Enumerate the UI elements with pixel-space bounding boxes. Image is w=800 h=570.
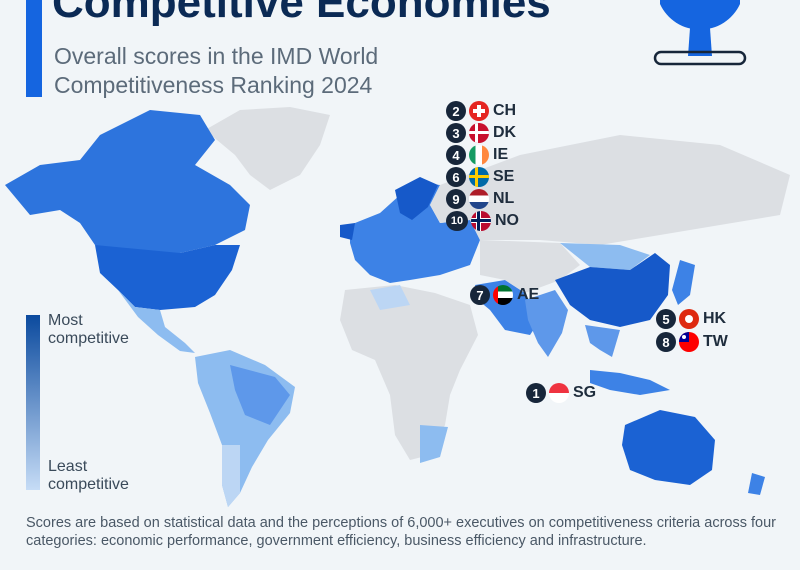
rank-badge: 3 <box>446 123 466 143</box>
country-code: AE <box>517 286 540 303</box>
brazil-region <box>230 365 290 425</box>
country-code: HK <box>703 310 727 327</box>
rank-badge: 8 <box>656 332 676 352</box>
rank-label-no: 10 NO <box>446 211 519 231</box>
legend-most-line-2: competitive <box>48 330 129 347</box>
country-code: DK <box>493 124 517 141</box>
argentina-region <box>222 445 240 507</box>
india-region <box>525 290 568 357</box>
hong-kong-flag-icon <box>679 309 699 329</box>
ireland-flag-icon <box>469 145 489 165</box>
rank-label-ch: 2 CH <box>446 101 516 121</box>
usa-region <box>95 245 240 310</box>
uae-flag-icon <box>493 285 513 305</box>
norway-flag-icon <box>471 211 491 231</box>
rank-badge: 10 <box>446 211 468 231</box>
middle-east-region <box>475 280 540 335</box>
rank-badge: 9 <box>446 189 466 209</box>
page-title: Competitive Economies <box>52 0 551 27</box>
rank-label-tw: 8 TW <box>656 332 728 352</box>
rank-label-nl: 9 NL <box>446 189 514 209</box>
legend-least-line-2: competitive <box>48 476 129 493</box>
legend-most-label: Most competitive <box>48 312 129 348</box>
mongolia-kazakh-region <box>560 243 650 270</box>
statista-logo-icon <box>653 0 747 66</box>
singapore-flag-icon <box>549 383 569 403</box>
ireland-uk-region <box>340 223 355 240</box>
central-asia-region <box>480 240 580 293</box>
subtitle-line-1: Overall scores in the IMD World <box>54 43 379 69</box>
rank-label-se: 6 SE <box>446 167 514 187</box>
rank-label-dk: 3 DK <box>446 123 516 143</box>
country-code: NO <box>495 212 519 229</box>
switzerland-flag-icon <box>469 101 489 121</box>
southeast-asia-region <box>585 325 620 357</box>
title-accent-bar <box>26 0 42 97</box>
denmark-flag-icon <box>469 123 489 143</box>
rank-label-ae: 7 AE <box>470 285 539 305</box>
page-subtitle: Overall scores in the IMD World Competit… <box>54 42 378 100</box>
canada-region <box>5 110 250 253</box>
greenland-region <box>205 107 330 190</box>
legend-least-label: Least competitive <box>48 458 129 494</box>
china-region <box>555 253 670 327</box>
country-code: SG <box>573 384 597 401</box>
rank-badge: 4 <box>446 145 466 165</box>
rank-label-hk: 5 HK <box>656 309 726 329</box>
footnote: Scores are based on statistical data and… <box>26 515 776 549</box>
rank-label-ie: 4 IE <box>446 145 508 165</box>
russia-region <box>430 135 790 245</box>
rank-badge: 7 <box>470 285 490 305</box>
legend-most-line-1: Most <box>48 312 83 329</box>
mexico-region <box>118 290 195 353</box>
taiwan-flag-icon <box>679 332 699 352</box>
indonesia-region <box>590 370 670 395</box>
rank-badge: 2 <box>446 101 466 121</box>
country-code: CH <box>493 102 517 119</box>
legend-least-line-1: Least <box>48 458 88 475</box>
nordics-region <box>395 177 438 220</box>
europe-region <box>350 183 480 283</box>
country-code: SE <box>493 168 515 185</box>
new-zealand-region <box>748 473 765 495</box>
netherlands-flag-icon <box>469 189 489 209</box>
rank-badge: 5 <box>656 309 676 329</box>
sweden-flag-icon <box>469 167 489 187</box>
australia-region <box>622 410 715 485</box>
subtitle-line-2: Competitiveness Ranking 2024 <box>54 72 373 98</box>
africa-region <box>340 285 478 460</box>
south-africa-region <box>420 425 448 463</box>
rank-badge: 1 <box>526 383 546 403</box>
country-code: TW <box>703 333 728 350</box>
country-code: NL <box>493 190 515 207</box>
rank-label-sg: 1 SG <box>526 383 596 403</box>
rank-badge: 6 <box>446 167 466 187</box>
legend-color-scale <box>26 315 40 490</box>
world-map <box>5 107 790 507</box>
japan-region <box>672 260 695 305</box>
country-code: IE <box>493 146 509 163</box>
north-africa-region <box>370 285 410 310</box>
